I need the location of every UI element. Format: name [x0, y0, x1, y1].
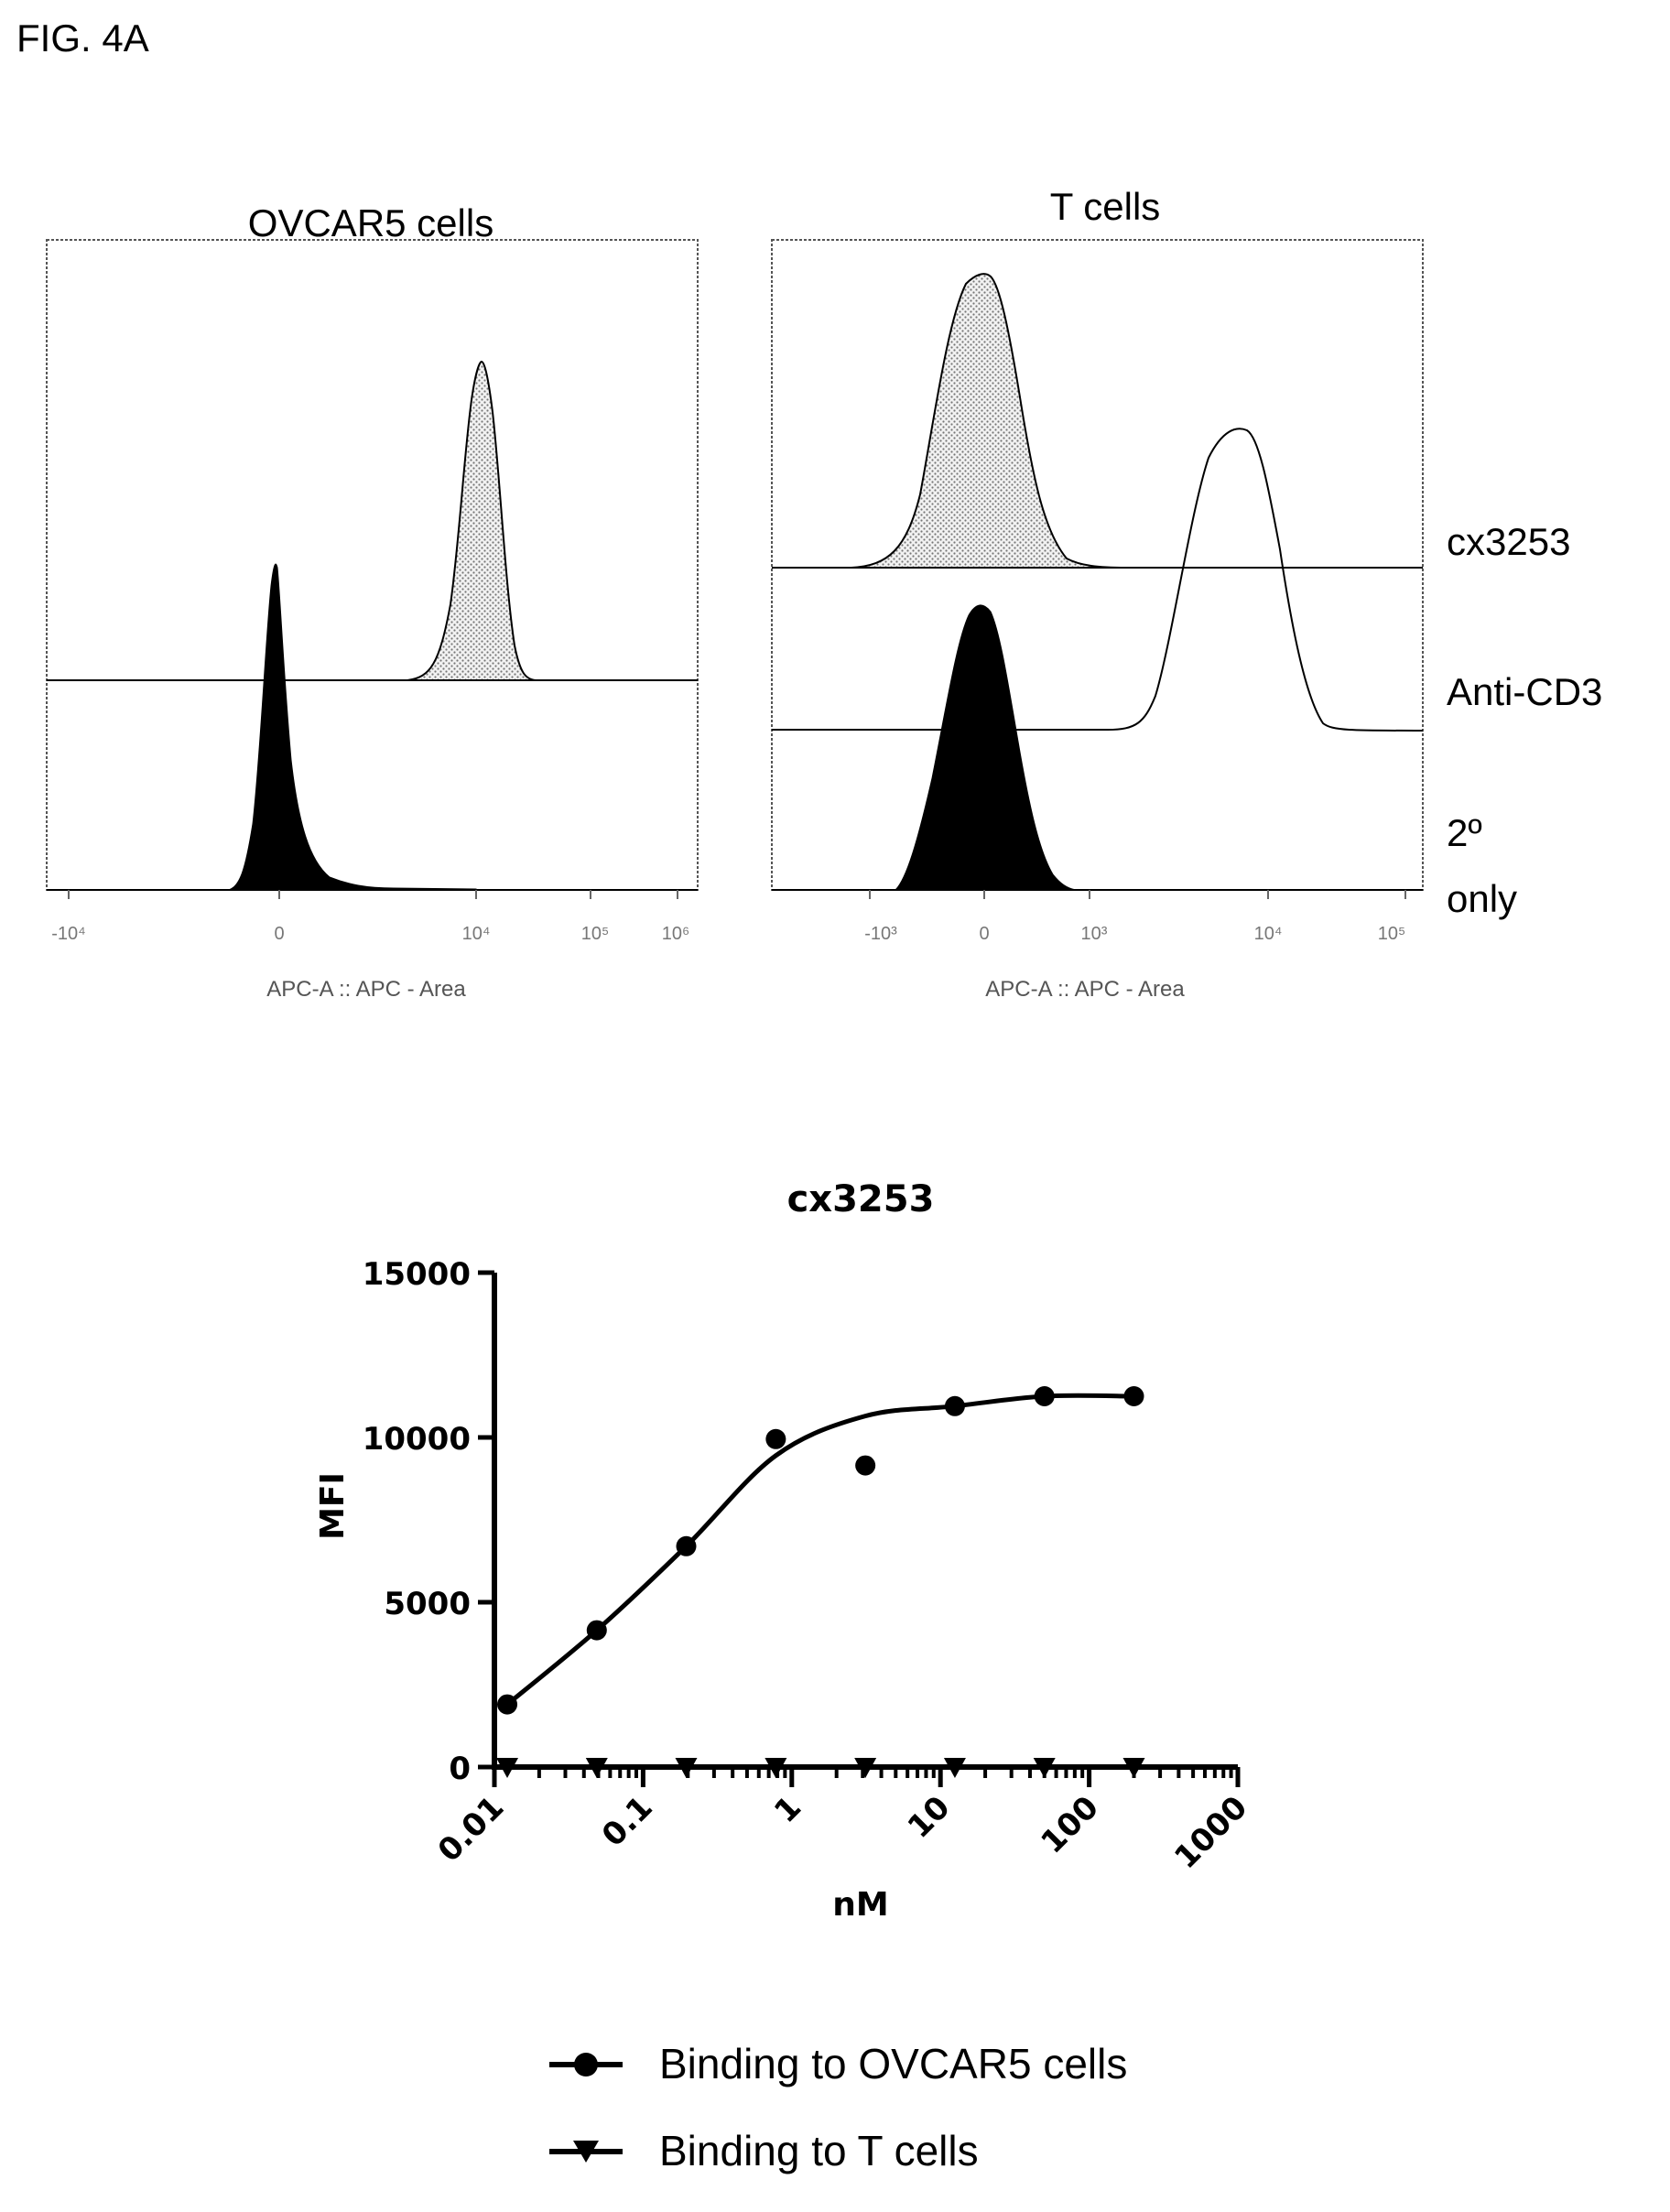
legend: Binding to OVCAR5 cells Binding to T cel… [549, 2040, 1127, 2174]
chart-xlabel: nM [832, 1886, 888, 1924]
fit-curve-ovcar5 [505, 1393, 1134, 1707]
histogram-tcells-tick-label: 10⁵ [1378, 924, 1406, 944]
histogram-ovcar5-xlabel: APC-A :: APC - Area [266, 977, 466, 1002]
histogram-tcells-title: T cells [1050, 185, 1161, 228]
data-point-tcells [943, 1758, 966, 1778]
histogram-ovcar5-title: OVCAR5 cells [248, 201, 493, 244]
data-point-ovcar5 [765, 1428, 786, 1449]
histogram-ovcar5-peak-cx3253 [407, 360, 537, 681]
data-point-tcells [496, 1758, 519, 1778]
data-point-ovcar5 [586, 1620, 607, 1641]
legend-item-ovcar5: Binding to OVCAR5 cells [549, 2040, 1127, 2087]
data-marks [496, 1386, 1145, 1778]
histogram-tcells-tick-label: 10³ [1081, 924, 1108, 944]
x-tick-label: 10 [901, 1789, 958, 1846]
data-point-tcells [1122, 1758, 1145, 1778]
figure-label: FIG. 4A [16, 16, 149, 60]
legend-label-tcells: Binding to T cells [659, 2127, 979, 2174]
data-point-tcells [585, 1758, 608, 1778]
histogram-tcells-tick-label: 10⁴ [1254, 924, 1283, 944]
row-label-secondary-line2: only [1447, 877, 1517, 920]
data-point-tcells [1033, 1758, 1056, 1778]
histogram-ovcar5-tick-label: -10⁴ [51, 924, 86, 944]
legend-marker-triangle [573, 2141, 599, 2163]
histogram-ovcar5-tick-label: 10⁴ [462, 924, 491, 944]
histogram-ovcar5-tick-label: 10⁶ [662, 924, 689, 944]
y-tick-label: 5000 [384, 1586, 471, 1622]
histogram-ovcar5-tick-label: 10⁵ [581, 924, 610, 944]
x-tick-label: 1000 [1167, 1789, 1254, 1876]
chart-axes: 0 5000 10000 15000 0.01 0.1 1 10 100 1000 [363, 1256, 1255, 1876]
data-point-ovcar5 [855, 1455, 876, 1476]
histogram-tcells-tick-label: -10³ [864, 924, 897, 944]
legend-label-ovcar5: Binding to OVCAR5 cells [659, 2040, 1127, 2087]
legend-item-tcells: Binding to T cells [549, 2127, 979, 2174]
data-point-tcells [765, 1758, 787, 1778]
histogram-tcells-tick-label: 0 [979, 924, 989, 944]
row-label-secondary-line1: 2º [1447, 811, 1482, 854]
x-tick-label: 0.1 [595, 1789, 660, 1854]
legend-marker-circle [574, 2053, 598, 2076]
data-point-ovcar5 [497, 1694, 518, 1715]
row-label-cx3253: cx3253 [1447, 520, 1570, 563]
data-point-tcells [675, 1758, 698, 1778]
data-point-ovcar5 [676, 1535, 697, 1556]
y-tick-label: 0 [449, 1751, 471, 1787]
histogram-tcells-peak-anti-cd3 [772, 428, 1424, 732]
x-tick-label: 0.01 [431, 1789, 512, 1870]
fit-curve-group [505, 1393, 1134, 1707]
chart-ylabel: MFI [314, 1472, 352, 1540]
histogram-ovcar5-tick-label: 0 [274, 924, 284, 944]
row-label-anti-cd3: Anti-CD3 [1447, 670, 1602, 713]
data-point-tcells [854, 1758, 877, 1778]
histogram-ovcar5-peak-secondary [228, 563, 477, 891]
histogram-tcells-xlabel: APC-A :: APC - Area [985, 977, 1185, 1002]
y-tick-label: 10000 [363, 1421, 471, 1458]
x-tick-label: 1 [767, 1789, 808, 1830]
histogram-ovcar5-frame [46, 239, 699, 891]
histogram-tcells-peak-secondary [894, 604, 1077, 891]
binding-curve-chart: cx3253 MFI nM 0 5000 10000 15000 0.01 0.1 1 10 1… [314, 1178, 1254, 1924]
histogram-ovcar5: OVCAR5 cells -10⁴ 0 10⁴ 10⁵ 10⁶ APC-A ::… [46, 201, 699, 1002]
chart-title: cx3253 [787, 1178, 935, 1220]
x-tick-label: 100 [1034, 1789, 1105, 1860]
histogram-tcells-peak-cx3253 [851, 273, 1127, 569]
data-point-ovcar5 [944, 1395, 965, 1416]
y-tick-label: 15000 [363, 1256, 471, 1293]
histogram-tcells: T cells -10³ 0 10³ 10⁴ 10⁵ APC-A :: APC … [771, 185, 1424, 1002]
data-point-ovcar5 [1034, 1386, 1055, 1406]
data-point-ovcar5 [1123, 1386, 1144, 1406]
